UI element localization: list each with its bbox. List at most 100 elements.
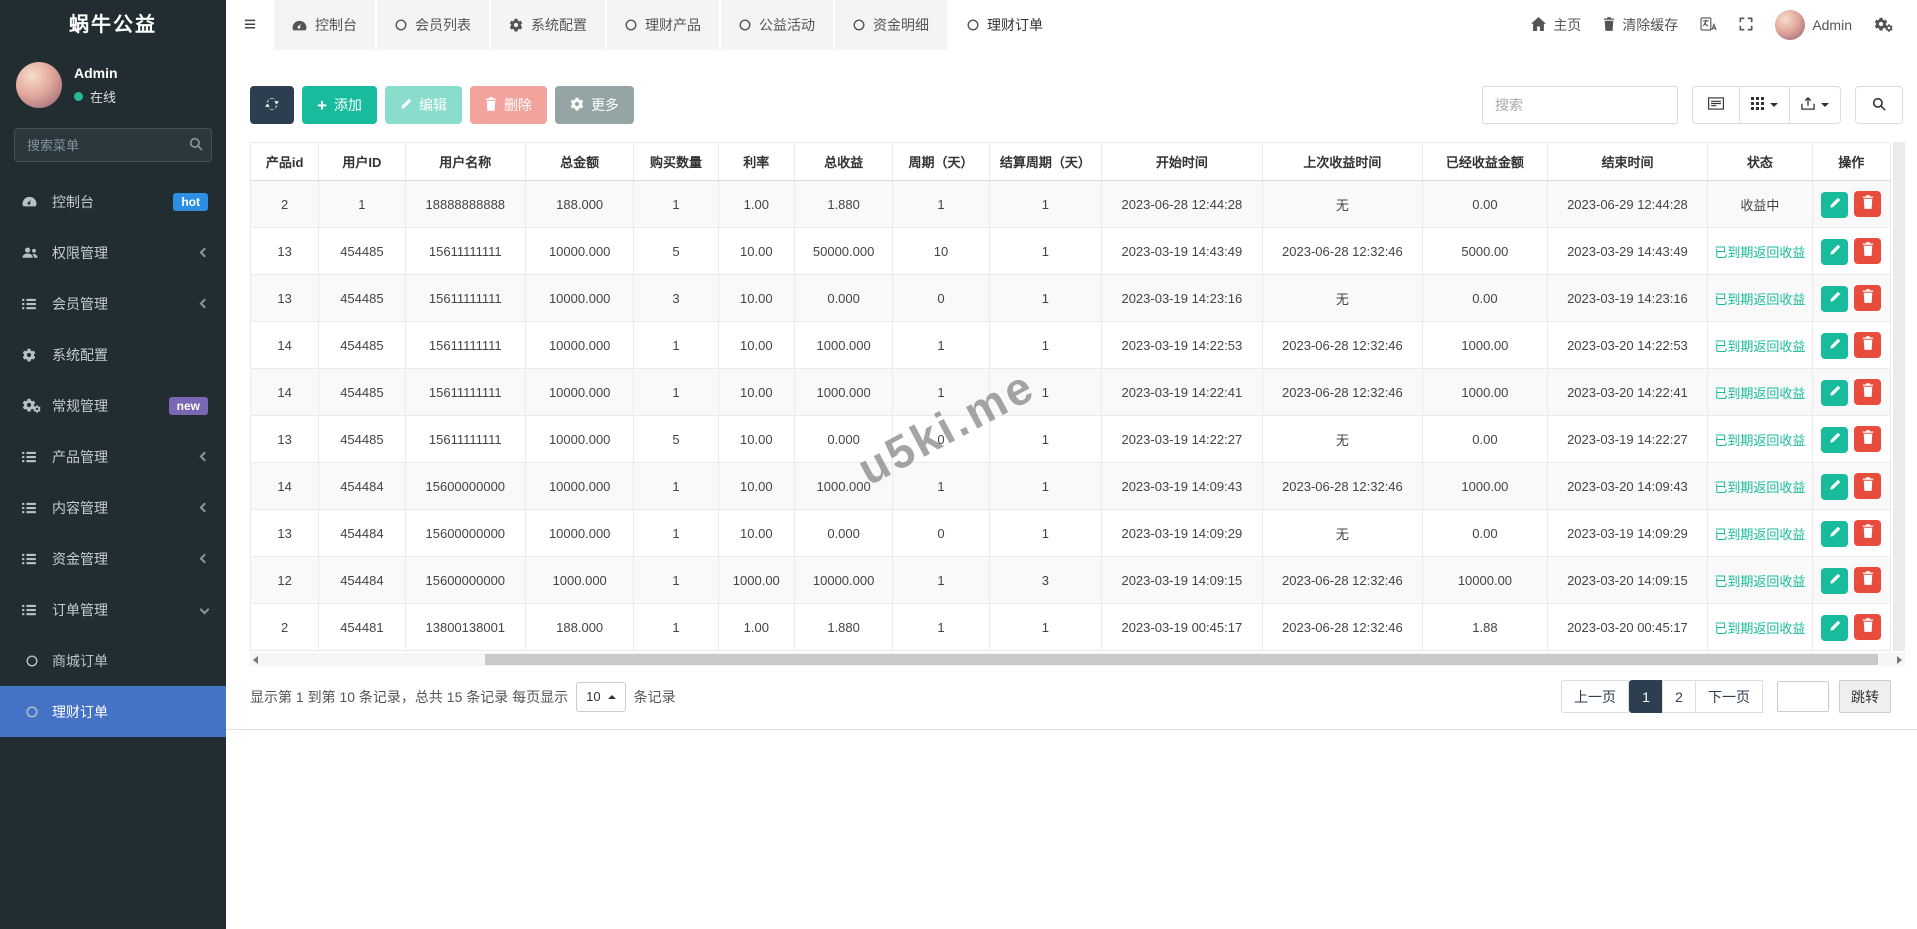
column-header[interactable]: 产品id — [249, 142, 320, 181]
table-row[interactable]: 13 454485 15611111111 10000.000 5 10.00 0.000 0… — [249, 415, 1892, 463]
column-header[interactable]: 用户ID — [318, 142, 406, 181]
page-button[interactable]: 1 — [1629, 680, 1663, 713]
table-search-input[interactable] — [1482, 86, 1678, 124]
row-delete-button[interactable] — [1854, 331, 1882, 358]
jump-page-input[interactable] — [1777, 681, 1829, 712]
sidebar-item[interactable]: 控制台 hot — [0, 176, 226, 227]
table-row[interactable]: 2 1 18888888888 188.000 1 1.00 1.880 1 1 2023-06-… — [249, 180, 1892, 228]
fullscreen-button[interactable] — [1739, 17, 1753, 34]
sidebar-item[interactable]: 常规管理 new — [0, 380, 226, 431]
column-header[interactable]: 用户名称 — [404, 142, 526, 181]
row-edit-button[interactable] — [1821, 473, 1849, 500]
column-header[interactable]: 周期（天） — [892, 142, 990, 181]
cell: 2023-06-28 12:44:28 — [1101, 180, 1263, 228]
row-edit-button[interactable] — [1821, 191, 1849, 218]
scroll-left-arrow-icon[interactable] — [253, 656, 258, 664]
topbar-tab[interactable]: 资金明细 — [835, 0, 947, 50]
topbar-tab[interactable]: 控制台 — [274, 0, 375, 50]
topbar-tab[interactable]: 理财产品 — [607, 0, 719, 50]
user-menu[interactable]: Admin — [1775, 10, 1852, 40]
row-edit-button[interactable] — [1821, 238, 1849, 265]
prev-page-button[interactable]: 上一页 — [1561, 680, 1629, 713]
page-button[interactable]: 2 — [1662, 680, 1696, 713]
scrollbar-thumb[interactable] — [485, 654, 1878, 665]
sidebar-item[interactable]: 内容管理 — [0, 482, 226, 533]
horizontal-scrollbar[interactable] — [250, 653, 1905, 666]
column-header[interactable]: 结算周期（天） — [988, 142, 1103, 181]
cell: 15611111111 — [404, 227, 526, 275]
topbar-tab[interactable]: 理财订单 — [949, 0, 1061, 50]
row-edit-button[interactable] — [1821, 520, 1849, 547]
translate-button[interactable] — [1700, 16, 1717, 34]
row-delete-button[interactable] — [1854, 378, 1882, 405]
column-header[interactable]: 已经收益金额 — [1422, 142, 1548, 181]
sidebar-item[interactable]: 系统配置 — [0, 329, 226, 380]
table-row[interactable]: 14 454485 15611111111 10000.000 1 10.00 1000.0… — [249, 368, 1892, 416]
row-edit-button[interactable] — [1821, 379, 1849, 406]
clear-cache-link[interactable]: 清除缓存 — [1603, 15, 1678, 35]
add-button[interactable]: + 添加 — [302, 86, 377, 124]
topbar-tab[interactable]: 公益活动 — [721, 0, 833, 50]
delete-button[interactable]: 删除 — [469, 86, 547, 124]
sidebar-item[interactable]: 产品管理 — [0, 431, 226, 482]
table-row[interactable]: 14 454485 15611111111 10000.000 1 10.00 1000.0… — [249, 321, 1892, 369]
user-profile: Admin 在线 — [0, 50, 226, 122]
page-size-select[interactable]: 10 — [576, 681, 626, 712]
cell: 1.00 — [717, 603, 795, 651]
row-edit-button[interactable] — [1821, 332, 1849, 359]
column-header[interactable]: 结束时间 — [1546, 142, 1709, 181]
column-header[interactable]: 总收益 — [793, 142, 894, 181]
cell: 5 — [633, 415, 719, 463]
row-delete-button[interactable] — [1854, 190, 1882, 217]
table-row[interactable]: 13 454485 15611111111 10000.000 5 10.00 50000.… — [249, 227, 1892, 275]
status-cell: 已到期返回收益 — [1707, 321, 1813, 369]
row-delete-button[interactable] — [1854, 425, 1882, 452]
home-link[interactable]: 主页 — [1531, 15, 1581, 35]
jump-button[interactable]: 跳转 — [1839, 680, 1891, 713]
sidebar-subitem[interactable]: 理财订单 — [0, 686, 226, 737]
settings-button[interactable] — [1874, 17, 1893, 34]
table-row[interactable]: 12 454484 15600000000 1000.000 1 1000.00 10000… — [249, 556, 1892, 604]
sidebar-item[interactable]: 资金管理 — [0, 533, 226, 584]
row-delete-button[interactable] — [1854, 472, 1882, 499]
column-header[interactable]: 购买数量 — [633, 142, 719, 181]
refresh-button[interactable] — [250, 86, 294, 124]
row-edit-button[interactable] — [1821, 426, 1849, 453]
column-header[interactable]: 利率 — [717, 142, 795, 181]
row-delete-button[interactable] — [1854, 237, 1882, 264]
column-header[interactable]: 开始时间 — [1101, 142, 1263, 181]
row-edit-button[interactable] — [1821, 567, 1849, 594]
cell: 1 — [892, 321, 990, 369]
columns-button[interactable] — [1739, 86, 1790, 124]
detail-view-button[interactable] — [1692, 86, 1740, 124]
row-delete-button[interactable] — [1854, 566, 1882, 593]
next-page-button[interactable]: 下一页 — [1695, 680, 1763, 713]
table-row[interactable]: 2 454481 13800138001 188.000 1 1.00 1.880 1 1 202… — [249, 603, 1892, 651]
edit-button[interactable]: 编辑 — [384, 86, 462, 124]
column-header[interactable]: 状态 — [1707, 142, 1813, 181]
export-button[interactable] — [1789, 86, 1841, 124]
menu-toggle-icon[interactable]: ≡ — [243, 13, 257, 36]
table-row[interactable]: 13 454485 15611111111 10000.000 3 10.00 0.000 0… — [249, 274, 1892, 322]
sidebar-subitem[interactable]: 商城订单 — [0, 635, 226, 686]
row-delete-button[interactable] — [1854, 613, 1882, 640]
sidebar-item[interactable]: 订单管理 — [0, 584, 226, 635]
scroll-right-arrow-icon[interactable] — [1897, 656, 1902, 664]
row-delete-button[interactable] — [1854, 519, 1882, 546]
table-row[interactable]: 13 454484 15600000000 10000.000 1 10.00 0.000 0… — [249, 509, 1892, 557]
more-button[interactable]: 更多 — [554, 86, 634, 124]
row-edit-button[interactable] — [1821, 285, 1849, 312]
column-header[interactable]: 总金额 — [524, 142, 635, 181]
search-button[interactable] — [1855, 86, 1903, 124]
sidebar-search-input[interactable] — [14, 128, 212, 162]
cell: 10000.000 — [524, 227, 635, 275]
table-row[interactable]: 14 454484 15600000000 10000.000 1 10.00 1000.0… — [249, 462, 1892, 510]
topbar-tab[interactable]: 系统配置 — [491, 0, 605, 50]
topbar-tab[interactable]: 会员列表 — [377, 0, 489, 50]
sidebar-item[interactable]: 会员管理 — [0, 278, 226, 329]
column-header[interactable]: 上次收益时间 — [1261, 142, 1424, 181]
row-delete-button[interactable] — [1854, 284, 1882, 311]
sidebar-item[interactable]: 权限管理 — [0, 227, 226, 278]
column-header[interactable]: 操作 — [1811, 142, 1892, 181]
row-edit-button[interactable] — [1821, 614, 1849, 641]
